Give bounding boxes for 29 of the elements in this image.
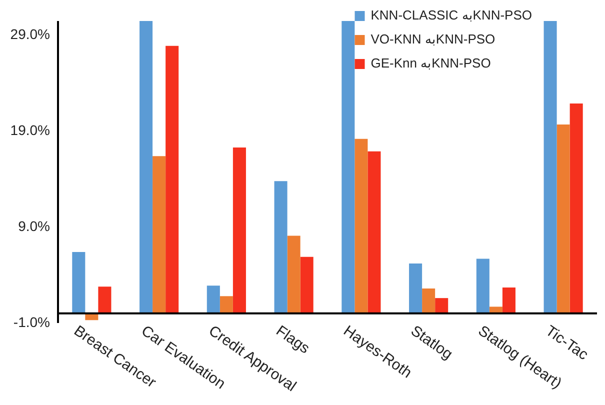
bar <box>435 298 448 314</box>
bar <box>544 21 557 314</box>
y-tick-label: 9.0% <box>18 218 50 234</box>
y-tick-label: 19.0% <box>10 122 50 138</box>
bar <box>287 236 300 314</box>
bar <box>72 252 86 314</box>
bar <box>220 296 233 314</box>
bar <box>206 286 220 314</box>
bar <box>422 288 436 314</box>
bar <box>570 103 583 314</box>
bar <box>342 21 355 314</box>
bar <box>140 21 153 314</box>
bar <box>300 256 314 314</box>
bar <box>354 138 368 314</box>
bar <box>368 151 381 314</box>
bar <box>502 288 516 314</box>
legend-label: VO-KNN بهKNN-PSO <box>370 32 496 47</box>
bar <box>98 286 112 314</box>
bar <box>232 148 246 314</box>
y-tick-label: 29.0% <box>10 26 50 42</box>
bar <box>152 156 166 314</box>
bar <box>556 124 570 314</box>
bar <box>476 258 490 314</box>
y-tick-label: -1.0% <box>13 314 50 330</box>
legend-label: GE-Knn بهKNN-PSO <box>370 56 491 71</box>
legend-label: KNN-CLASSIC بهKNN-PSO <box>370 8 532 23</box>
bar <box>409 264 422 314</box>
bar <box>274 181 288 314</box>
bar <box>166 46 179 314</box>
